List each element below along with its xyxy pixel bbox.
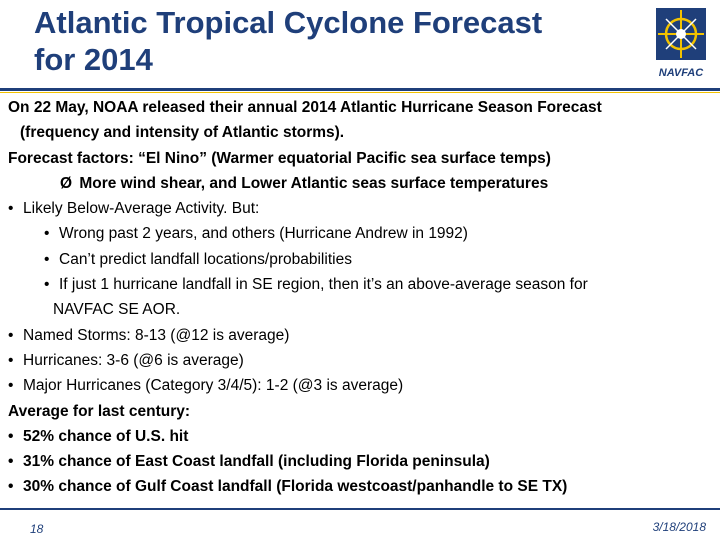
arrow-item-text: More wind shear, and Lower Atlantic seas…: [79, 174, 549, 192]
stat-item-text: 31% chance of East Coast landfall (inclu…: [23, 453, 490, 471]
stat-item-text: 30% chance of Gulf Coast landfall (Flori…: [23, 478, 568, 496]
list-item-text: Likely Below-Average Activity. But:: [23, 200, 260, 218]
list-item-text: Major Hurricanes (Category 3/4/5): 1-2 (…: [23, 377, 404, 395]
arrow-item: Ø More wind shear, and Lower Atlantic se…: [8, 171, 714, 196]
list-item-text: Hurricanes: 3-6 (@6 is average): [23, 351, 244, 369]
list-item-major-hurricanes: • Major Hurricanes (Category 3/4/5): 1-2 …: [8, 373, 714, 398]
sub-item-text: If just 1 hurricane landfall in SE regio…: [59, 276, 588, 294]
bullet-icon: •: [8, 377, 14, 395]
logo-wordmark: NAVFAC: [659, 67, 704, 79]
arrow-bullet-icon: Ø: [60, 174, 73, 192]
footer-divider: [0, 508, 720, 510]
forecast-factors: Forecast factors: “El Nino” (Warmer equa…: [8, 149, 551, 167]
navfac-logo-icon: NAVFAC: [656, 8, 706, 79]
bullet-icon: •: [8, 478, 14, 496]
slide-title: Atlantic Tropical Cyclone Forecast for 2…: [34, 4, 644, 78]
title-divider-accent: [0, 92, 720, 93]
title-divider: [0, 88, 720, 91]
sub-item-text: Can’t predict landfall locations/probabi…: [59, 250, 352, 268]
bullet-icon: •: [8, 427, 14, 445]
bullet-icon: •: [8, 200, 14, 218]
stat-item-text: 52% chance of U.S. hit: [23, 427, 189, 445]
sub-item-1: • Wrong past 2 years, and others (Hurrica…: [8, 221, 714, 246]
slide-title-line-1: Atlantic Tropical Cyclone Forecast: [34, 5, 543, 40]
bullet-icon: •: [44, 225, 50, 243]
page-number: 18: [30, 522, 44, 536]
list-item-likely: • Likely Below-Average Activity. But:: [8, 196, 714, 221]
navfac-logo: NAVFAC: [652, 6, 710, 82]
bullet-icon: •: [44, 250, 50, 268]
bullet-icon: •: [8, 453, 14, 471]
slide-date: 3/18/2018: [652, 520, 706, 534]
intro-line-2: (frequency and intensity of Atlantic sto…: [20, 124, 345, 142]
sub-item-2: • Can’t predict landfall locations/probab…: [8, 247, 714, 272]
list-item-hurricanes: • Hurricanes: 3-6 (@6 is average): [8, 348, 714, 373]
list-item-text: Named Storms: 8-13 (@12 is average): [23, 326, 290, 344]
sub-item-text: Wrong past 2 years, and others (Hurrican…: [59, 225, 468, 243]
stat-item-2: • 31% chance of East Coast landfall (incl…: [8, 449, 714, 474]
average-heading: Average for last century:: [8, 402, 191, 420]
bullet-icon: •: [44, 276, 50, 294]
bullet-icon: •: [8, 351, 14, 369]
sub-item-3-continuation: NAVFAC SE AOR.: [53, 301, 181, 319]
stat-item-1: • 52% chance of U.S. hit: [8, 424, 714, 449]
slide-title-line-2: for 2014: [34, 42, 153, 77]
sub-item-3: • If just 1 hurricane landfall in SE regi…: [8, 272, 714, 297]
stat-item-3: • 30% chance of Gulf Coast landfall (Flor…: [8, 474, 714, 499]
list-item-named-storms: • Named Storms: 8-13 (@12 is average): [8, 323, 714, 348]
bullet-icon: •: [8, 326, 14, 344]
intro-line-1: On 22 May, NOAA released their annual 20…: [8, 99, 602, 116]
slide-body: On 22 May, NOAA released their annual 20…: [8, 95, 714, 500]
